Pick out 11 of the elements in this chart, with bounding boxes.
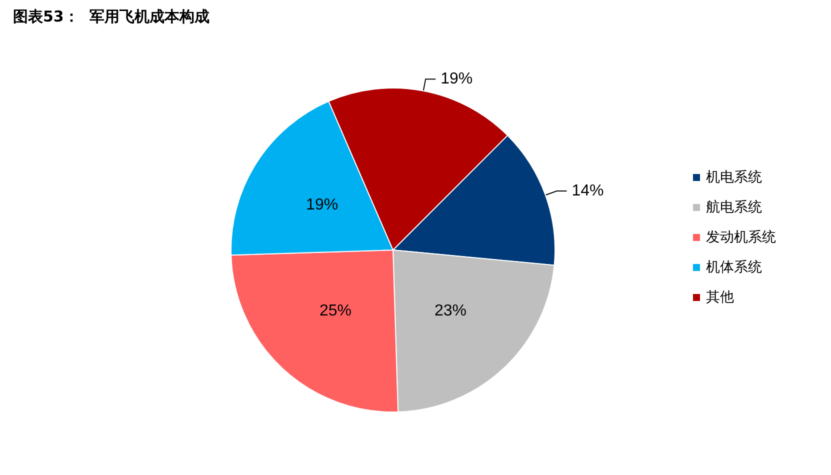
data-label: 23% bbox=[434, 302, 467, 320]
text: 图表53： 军用飞机成本构成 bbox=[13, 8, 210, 26]
data-label: 25% bbox=[319, 302, 352, 320]
data-label: 19% bbox=[440, 70, 473, 88]
data-label: 19% bbox=[306, 196, 338, 214]
legend-label: 机体系统 bbox=[706, 260, 762, 276]
legend-label: 航电系统 bbox=[706, 200, 762, 216]
data-label: 14% bbox=[572, 182, 604, 200]
legend-label: 其他 bbox=[706, 290, 734, 306]
legend-label: 机电系统 bbox=[706, 170, 762, 186]
legend-label: 发动机系统 bbox=[706, 230, 776, 246]
